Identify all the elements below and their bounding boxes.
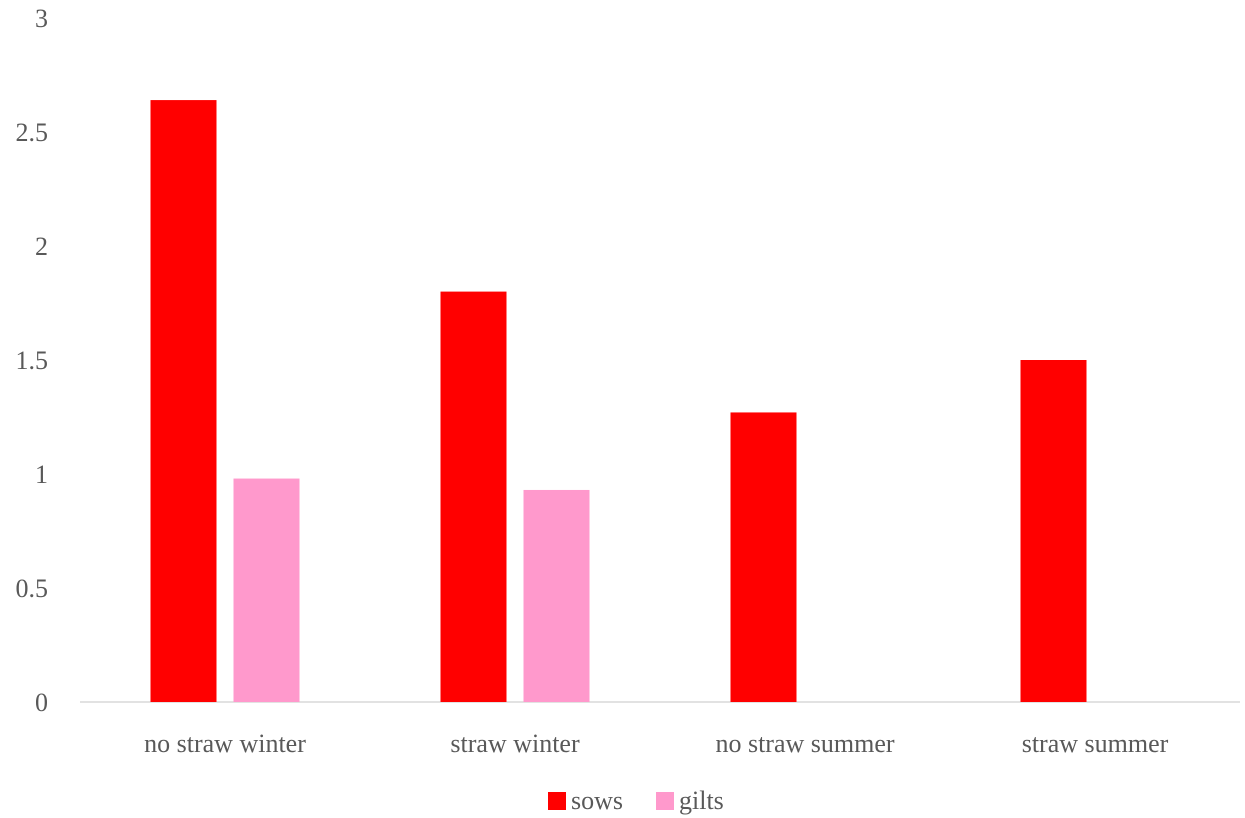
y-axis-ticks: 0 0.5 1 1.5 2 2.5 3: [16, 4, 49, 717]
bar-sows-2: [730, 412, 797, 702]
bar-sows-3: [1020, 360, 1087, 702]
bar-sows-1: [440, 291, 507, 702]
x-axis-ticks: no straw winter straw winter no straw summ…: [144, 729, 1169, 758]
bar-gilts-1: [523, 489, 590, 702]
legend-swatch-gilts: [656, 792, 674, 810]
y-tick-label: 0: [35, 688, 48, 717]
x-tick-label: straw winter: [450, 729, 580, 758]
x-tick-label: no straw summer: [715, 729, 894, 758]
y-tick-label: 3: [35, 4, 48, 33]
legend-swatch-sows: [548, 792, 566, 810]
x-tick-label: no straw winter: [144, 729, 306, 758]
y-tick-label: 1.5: [16, 346, 49, 375]
y-tick-label: 0.5: [16, 574, 49, 603]
x-tick-label: straw summer: [1022, 729, 1169, 758]
legend-label-gilts: gilts: [679, 786, 724, 815]
y-tick-label: 1: [35, 460, 48, 489]
bar-gilts-0: [233, 478, 300, 702]
bars: [150, 100, 1087, 702]
y-tick-label: 2: [35, 232, 48, 261]
bar-sows-0: [150, 100, 217, 702]
legend: sows gilts: [548, 786, 724, 815]
y-tick-label: 2.5: [16, 118, 49, 147]
legend-label-sows: sows: [571, 786, 623, 815]
